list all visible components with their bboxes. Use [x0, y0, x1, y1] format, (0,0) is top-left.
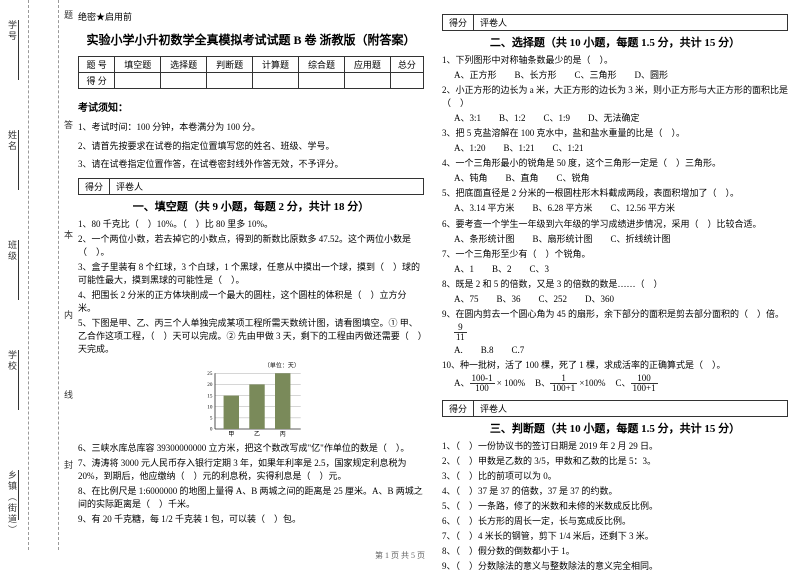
sh-7: 总分	[390, 57, 423, 73]
bar-chart: （单位：天） 25 20 15 10 5 0 甲 乙 丙	[191, 359, 311, 439]
s2q5: 5、把底面直径是 2 分米的一根圆柱形木料截成两段，表面积增加了（ ）。	[442, 187, 788, 200]
s1q9: 9、有 20 千克糖，每 1/2 千克装 1 包，可以装（ ）包。	[78, 513, 424, 526]
frac-9-11: 9 11	[454, 323, 467, 342]
sb-grader: 评卷人	[110, 179, 149, 194]
section1-title: 一、填空题（共 9 小题，每题 2 分，共计 18 分）	[78, 198, 424, 214]
s1q4: 4、把围长 2 分米的正方体块削成一个最大的圆柱，这个圆柱的体积是（ ）立方分米…	[78, 289, 424, 315]
sh-3: 判断题	[207, 57, 253, 73]
notice-3: 3、请在试卷指定位置作答，在试卷密封线外作答无效，不予评分。	[78, 158, 424, 171]
sb-score: 得分	[79, 179, 110, 194]
svg-text:5: 5	[210, 416, 213, 422]
secrecy-label: 绝密★启用前	[78, 10, 424, 23]
s2q4: 4、一个三角形最小的锐角是 50 度，这个三角形一定是（ ）三角形。	[442, 157, 788, 170]
s2q2: 2、小正方形的边长为 a 米，大正方形的边长为 3 米，则小正方形与大正方形的面…	[442, 84, 788, 110]
sh-1: 填空题	[115, 57, 161, 73]
page: 绝密★启用前 实验小学小升初数学全真模拟考试试题 B 卷 浙教版（附答案） 题 …	[78, 10, 788, 550]
s1q5: 5、下图是甲、乙、丙三个人单独完成某项工程所需天数统计图，请看图填空。① 甲、乙…	[78, 317, 424, 356]
sh-4: 计算题	[253, 57, 299, 73]
svg-text:丙: 丙	[280, 431, 286, 438]
dash-line-1	[28, 0, 29, 550]
s2q10: 10、种一批树，活了 100 棵，死了 1 棵，求成活率的正确算式是（ ）。	[442, 359, 788, 372]
left-column: 绝密★启用前 实验小学小升初数学全真模拟考试试题 B 卷 浙教版（附答案） 题 …	[78, 10, 424, 550]
s2q6o: A、条形统计图 B、扇形统计图 C、折线统计图	[442, 233, 788, 246]
score-table: 题 号 填空题 选择题 判断题 计算题 综合题 应用题 总分 得 分	[78, 56, 424, 89]
s2q1o: A、正方形 B、长方形 C、三角形 D、圆形	[442, 69, 788, 82]
s1q6: 6、三峡水库总库容 39300000000 立方米，把这个数改写成"亿"作单位的…	[78, 442, 424, 455]
s2q9frac: 9 11	[442, 323, 788, 342]
sv-0: 得 分	[79, 73, 115, 89]
sh-2: 选择题	[161, 57, 207, 73]
s3q3: 3、（ ）比的前项可以为 0。	[442, 470, 788, 483]
s3q5: 5、（ ）一条路，修了的米数和未修的米数成反比例。	[442, 500, 788, 513]
right-column: 得分 评卷人 二、选择题（共 10 小题，每题 1.5 分，共计 15 分） 1…	[442, 10, 788, 550]
s1q3: 3、盒子里装有 8 个红球，3 个白球，1 个黑球，任意从中摸出一个球，摸到（ …	[78, 261, 424, 287]
dash-line-2	[58, 0, 59, 550]
binding-margin: 题答本内线封学号姓名班级学校乡镇（街道）	[0, 0, 78, 550]
s3q6: 6、（ ）长方形的周长一定，长与宽成反比例。	[442, 515, 788, 528]
score-header-row: 题 号 填空题 选择题 判断题 计算题 综合题 应用题 总分	[79, 57, 424, 73]
section3-scorebox: 得分 评卷人	[442, 400, 788, 417]
s2q6: 6、要考查一个学生一年级到六年级的学习成绩进步情况，采用（ ）比较合适。	[442, 218, 788, 231]
sh-5: 综合题	[299, 57, 345, 73]
section2-title: 二、选择题（共 10 小题，每题 1.5 分，共计 15 分）	[442, 34, 788, 50]
s1q7: 7、涛涛将 3000 元人民币存入银行定期 3 年，如果年利率是 2.5，国家规…	[78, 457, 424, 483]
s1q8: 8、在比例尺是 1:6000000 的地图上量得 A、B 两城之间的距离是 25…	[78, 485, 424, 511]
s2q7o: A、1 B、2 C、3	[442, 263, 788, 276]
s1q1: 1、80 千克比（ ）10%。（ ）比 80 里多 10%。	[78, 218, 424, 231]
chart-unit: （单位：天）	[264, 362, 300, 370]
s3q9: 9、（ ）分数除法的意义与整数除法的意义完全相同。	[442, 560, 788, 573]
s2q8: 8、既是 2 和 5 的倍数，又是 3 的倍数的数是……（ ）	[442, 278, 788, 291]
s2q3o: A、1:20 B、1:21 C、1:21	[442, 142, 788, 155]
svg-text:甲: 甲	[228, 431, 234, 438]
s1q2: 2、一个两位小数，若去掉它的小数点，得到的新数比原数多 47.52。这个两位小数…	[78, 233, 424, 259]
exam-title: 实验小学小升初数学全真模拟考试试题 B 卷 浙教版（附答案）	[78, 31, 424, 48]
notice-1: 1、考试时间：100 分钟，本卷满分为 100 分。	[78, 121, 424, 134]
svg-text:乙: 乙	[254, 431, 260, 438]
s2q3: 3、把 5 克盐溶解在 100 克水中，盐和盐水重量的比是（ ）。	[442, 127, 788, 140]
svg-text:25: 25	[207, 371, 213, 377]
notice-heading: 考试须知：	[78, 99, 424, 114]
section3-title: 三、判断题（共 10 小题，每题 1.5 分，共计 15 分）	[442, 420, 788, 436]
s2q5o: A、3.14 平方米 B、6.28 平方米 C、12.56 平方米	[442, 202, 788, 215]
svg-text:20: 20	[207, 382, 213, 388]
score-value-row: 得 分	[79, 73, 424, 89]
s2q2o: A、3:1 B、1:2 C、1:9 D、无法确定	[442, 112, 788, 125]
s3q7: 7、（ ）4 米长的钢管，剪下 1/4 米后，还剩下 3 米。	[442, 530, 788, 543]
s2q4o: A、钝角 B、直角 C、锐角	[442, 172, 788, 185]
sh-6: 应用题	[344, 57, 390, 73]
s2q8o: A、75 B、36 C、252 D、360	[442, 293, 788, 306]
notice-2: 2、请首先按要求在试卷的指定位置填写您的姓名、班级、学号。	[78, 140, 424, 153]
section1-scorebox: 得分 评卷人	[78, 178, 424, 195]
svg-text:0: 0	[210, 427, 213, 433]
sh-0: 题 号	[79, 57, 115, 73]
s2q7: 7、一个三角形至少有（ ）个锐角。	[442, 248, 788, 261]
page-footer: 第 1 页 共 5 页	[0, 550, 800, 561]
s2q9o: A. B.8 C.7	[442, 344, 788, 357]
s2q10o: A、100-1100 × 100%B、1100+1 ×100%C、100100+…	[442, 374, 788, 393]
s2q1: 1、下列图形中对称轴条数最少的是（ ）。	[442, 54, 788, 67]
s2q9: 9、在圆内剪去一个圆心角为 45 的扇形，余下部分的面积是剪去部分面积的（ ）倍…	[442, 308, 788, 321]
section2-scorebox: 得分 评卷人	[442, 14, 788, 31]
s3q1: 1、（ ）一份协议书的签订日期是 2019 年 2 月 29 日。	[442, 440, 788, 453]
svg-text:15: 15	[207, 394, 213, 400]
s3q4: 4、（ ）37 是 37 的倍数，37 是 37 的约数。	[442, 485, 788, 498]
svg-text:10: 10	[207, 405, 213, 411]
s3q2: 2、（ ）甲数是乙数的 3/5，甲数和乙数的比是 5：3。	[442, 455, 788, 468]
